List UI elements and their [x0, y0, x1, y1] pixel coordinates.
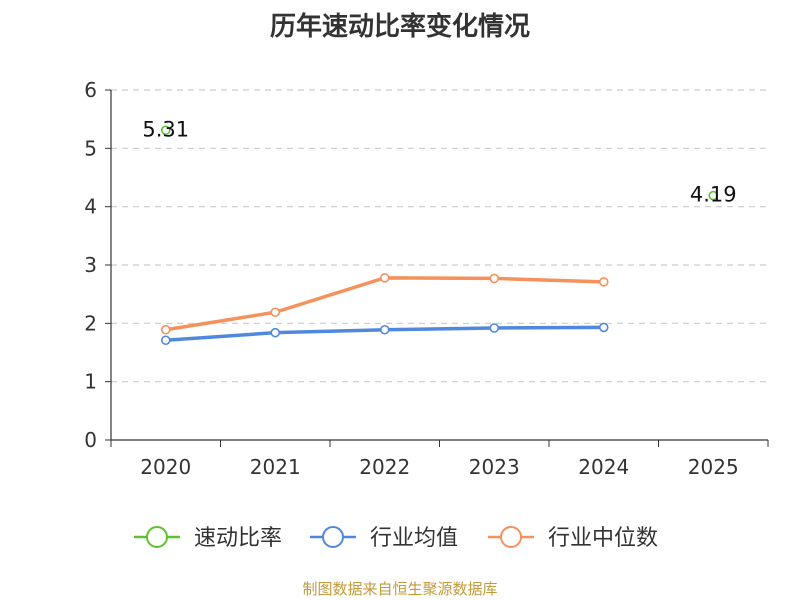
data-point: [598, 322, 609, 333]
data-point: [270, 307, 281, 318]
data-point: [598, 277, 609, 287]
data-point: [270, 327, 281, 338]
chart-title: 历年速动比率变化情况: [269, 12, 530, 42]
data-point: [160, 335, 171, 346]
legend-item: 行业中位数: [488, 526, 658, 551]
data-point: [160, 324, 171, 335]
legend-label: 速动比率: [194, 526, 282, 551]
y-tick-label: 0: [84, 428, 97, 452]
data-label: 4.19: [690, 183, 737, 207]
data-point: [708, 190, 719, 201]
data-point: [379, 324, 390, 335]
data-label: 5.31: [142, 117, 189, 141]
y-axis-ticks: 0 1 2 3 4 5 6: [84, 78, 111, 452]
x-axis-ticks: 2020 2021 2022 2023 2024 2025: [110, 440, 769, 479]
series-line: [164, 276, 606, 332]
data-point: [160, 125, 171, 136]
y-tick-label: 4: [84, 195, 97, 219]
y-tick-label: 2: [84, 311, 97, 335]
series-2: [160, 273, 609, 335]
y-tick-label: 5: [84, 136, 97, 160]
legend-item: 行业均值: [310, 526, 458, 551]
legend-label: 行业中位数: [548, 526, 658, 551]
legend-marker: [500, 526, 522, 548]
x-tick-label: 2025: [688, 455, 739, 479]
legend-marker: [322, 526, 344, 548]
series-0: 5.31 4.19: [142, 117, 736, 206]
legend-marker: [146, 526, 168, 548]
legend: 速动比率 行业均值 行业中位数: [134, 526, 658, 551]
y-tick-label: 1: [84, 370, 97, 394]
legend-label: 行业均值: [370, 526, 458, 551]
x-tick-label: 2023: [469, 455, 520, 479]
y-tick-label: 3: [84, 253, 97, 277]
legend-item: 速动比率: [134, 526, 282, 551]
y-tick-label: 6: [84, 78, 97, 102]
x-tick-label: 2020: [140, 455, 191, 479]
data-point: [489, 323, 500, 333]
x-tick-label: 2022: [359, 455, 410, 479]
data-point: [489, 273, 500, 284]
series-1: [160, 322, 609, 346]
data-point: [379, 273, 390, 283]
x-tick-label: 2021: [250, 455, 301, 479]
source-note: 制图数据来自恒生聚源数据库: [302, 580, 498, 598]
x-tick-label: 2024: [578, 455, 629, 479]
